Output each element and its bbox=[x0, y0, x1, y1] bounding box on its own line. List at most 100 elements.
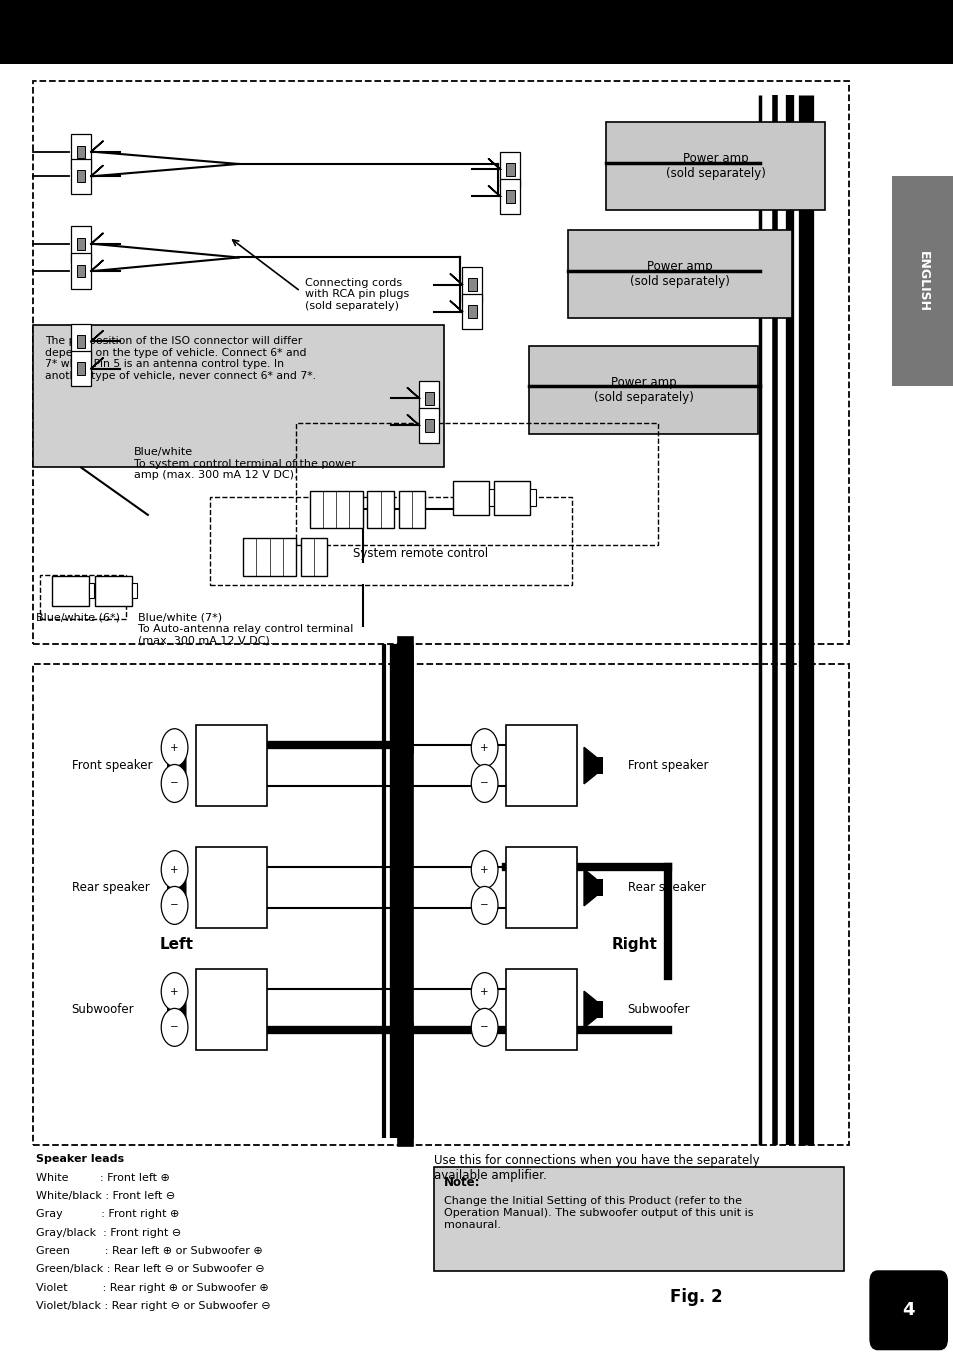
Bar bbox=[500, 179, 519, 214]
Bar bbox=[243, 538, 295, 576]
Circle shape bbox=[471, 886, 497, 924]
Polygon shape bbox=[173, 992, 186, 1027]
Polygon shape bbox=[583, 748, 596, 783]
Text: Subwoofer: Subwoofer bbox=[627, 1003, 690, 1016]
Bar bbox=[71, 253, 91, 289]
Bar bbox=[195, 725, 267, 806]
Text: Front speaker: Front speaker bbox=[627, 759, 707, 772]
Bar bbox=[210, 497, 572, 585]
Bar bbox=[76, 264, 86, 278]
Text: Subwoofer: Subwoofer bbox=[71, 1003, 134, 1016]
Text: Use this for connections when you have the separately
available amplifier.: Use this for connections when you have t… bbox=[434, 1154, 759, 1183]
Circle shape bbox=[161, 729, 188, 767]
Circle shape bbox=[471, 1008, 497, 1046]
Bar bbox=[505, 847, 577, 928]
Bar bbox=[500, 152, 519, 187]
Circle shape bbox=[471, 973, 497, 1011]
Bar bbox=[167, 879, 173, 896]
Text: Left: Left bbox=[159, 936, 193, 953]
Bar bbox=[71, 134, 91, 169]
Text: +: + bbox=[479, 864, 489, 874]
Bar bbox=[567, 230, 791, 318]
Text: −: − bbox=[479, 779, 489, 789]
Bar bbox=[167, 757, 173, 774]
Bar bbox=[0, 0, 953, 64]
Bar bbox=[605, 122, 824, 210]
Text: Speaker leads: Speaker leads bbox=[36, 1154, 124, 1164]
Text: +: + bbox=[170, 986, 179, 996]
Bar bbox=[367, 491, 394, 528]
Text: Front speaker: Front speaker bbox=[71, 759, 152, 772]
Bar bbox=[505, 969, 577, 1050]
Bar bbox=[167, 1001, 173, 1018]
Text: +: + bbox=[170, 864, 179, 874]
Circle shape bbox=[471, 729, 497, 767]
Text: +: + bbox=[479, 743, 489, 752]
Text: Violet/black : Rear right ⊖ or Subwoofer ⊖: Violet/black : Rear right ⊖ or Subwoofer… bbox=[36, 1301, 271, 1310]
Text: The pin position of the ISO connector will differ
depends on the type of vehicle: The pin position of the ISO connector wi… bbox=[45, 336, 315, 381]
Text: Blue/white (7*)
To Auto-antenna relay control terminal
(max. 300 mA 12 V DC).: Blue/white (7*) To Auto-antenna relay co… bbox=[138, 612, 354, 646]
Text: Fig. 2: Fig. 2 bbox=[669, 1287, 722, 1306]
Bar bbox=[33, 81, 848, 644]
Text: Note:: Note: bbox=[443, 1176, 479, 1190]
Bar bbox=[76, 335, 86, 348]
Bar bbox=[596, 879, 602, 896]
Bar bbox=[71, 351, 91, 386]
Text: Green/black : Rear left ⊖ or Subwoofer ⊖: Green/black : Rear left ⊖ or Subwoofer ⊖ bbox=[36, 1264, 265, 1274]
Bar bbox=[40, 575, 126, 619]
Text: −: − bbox=[479, 901, 489, 911]
Bar bbox=[76, 362, 86, 375]
Bar bbox=[310, 491, 362, 528]
Bar bbox=[71, 226, 91, 262]
Bar bbox=[596, 757, 602, 774]
Text: Violet          : Rear right ⊕ or Subwoofer ⊕: Violet : Rear right ⊕ or Subwoofer ⊕ bbox=[36, 1282, 269, 1293]
Text: 4: 4 bbox=[902, 1301, 914, 1320]
Bar bbox=[76, 237, 86, 251]
Bar bbox=[424, 419, 434, 432]
Polygon shape bbox=[583, 992, 596, 1027]
Text: −: − bbox=[170, 1023, 179, 1033]
Polygon shape bbox=[173, 870, 186, 906]
Text: −: − bbox=[170, 779, 179, 789]
Bar bbox=[489, 489, 495, 507]
Bar bbox=[76, 145, 86, 159]
Bar bbox=[494, 481, 530, 515]
Text: ENGLISH: ENGLISH bbox=[916, 251, 928, 312]
Text: −: − bbox=[170, 901, 179, 911]
Bar bbox=[132, 583, 137, 599]
Circle shape bbox=[161, 973, 188, 1011]
Text: Power amp
(sold separately): Power amp (sold separately) bbox=[629, 260, 729, 289]
Bar bbox=[295, 423, 658, 545]
Text: Blue/white (6*): Blue/white (6*) bbox=[36, 612, 120, 622]
Text: Change the Initial Setting of this Product (refer to the
Operation Manual). The : Change the Initial Setting of this Produ… bbox=[443, 1196, 752, 1230]
Bar bbox=[33, 325, 443, 467]
Text: Connecting cords
with RCA pin plugs
(sold separately): Connecting cords with RCA pin plugs (sol… bbox=[305, 278, 409, 312]
Bar bbox=[71, 159, 91, 194]
FancyBboxPatch shape bbox=[869, 1271, 946, 1350]
Bar bbox=[52, 576, 89, 606]
Bar bbox=[76, 169, 86, 183]
Bar bbox=[505, 163, 515, 176]
Circle shape bbox=[161, 1008, 188, 1046]
Bar bbox=[300, 538, 327, 576]
Bar bbox=[33, 664, 848, 1145]
Polygon shape bbox=[583, 870, 596, 906]
Text: White         : Front left ⊕: White : Front left ⊕ bbox=[36, 1173, 170, 1183]
Text: Power amp
(sold separately): Power amp (sold separately) bbox=[594, 375, 693, 404]
Bar bbox=[453, 481, 489, 515]
Text: Gray           : Front right ⊕: Gray : Front right ⊕ bbox=[36, 1210, 179, 1220]
Bar bbox=[419, 381, 438, 416]
Bar bbox=[530, 489, 536, 507]
Bar bbox=[891, 176, 953, 386]
Bar bbox=[424, 392, 434, 405]
Bar bbox=[505, 190, 515, 203]
Text: +: + bbox=[479, 986, 489, 996]
Circle shape bbox=[471, 851, 497, 889]
Text: Green          : Rear left ⊕ or Subwoofer ⊕: Green : Rear left ⊕ or Subwoofer ⊕ bbox=[36, 1247, 263, 1256]
Bar bbox=[596, 1001, 602, 1018]
Text: System remote control: System remote control bbox=[353, 547, 488, 561]
Bar bbox=[462, 267, 481, 302]
Bar bbox=[462, 294, 481, 329]
Bar bbox=[89, 583, 94, 599]
Bar bbox=[71, 324, 91, 359]
